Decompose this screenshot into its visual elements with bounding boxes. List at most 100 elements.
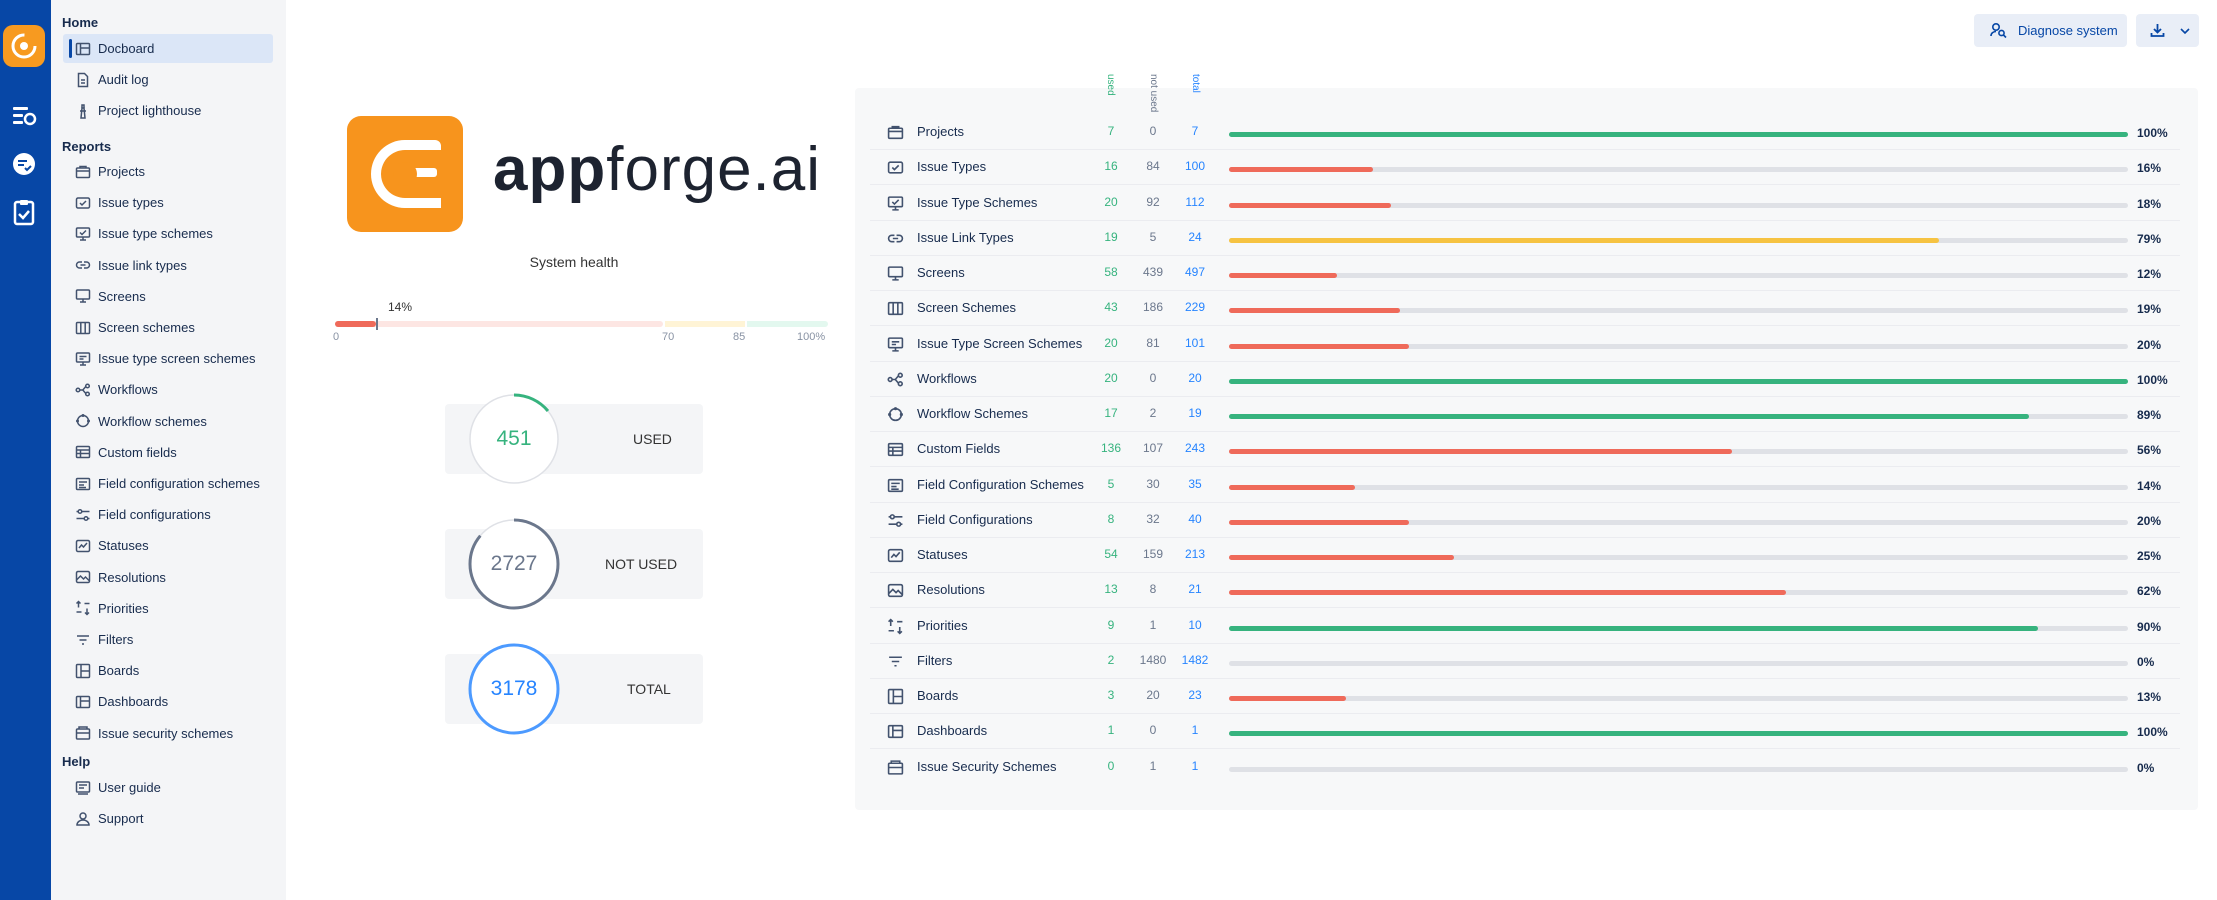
sidebar-item-statuses[interactable]: Statuses <box>63 531 273 560</box>
row-not-used-count: 1 <box>1149 617 1157 632</box>
sidebar-heading-home: Home <box>62 15 99 30</box>
sidebar-item-docboard[interactable]: Docboard <box>63 34 273 63</box>
sidebar-item-user-guide[interactable]: User guide <box>63 773 273 802</box>
row-progress-fill <box>1229 519 1409 525</box>
row-progress-fill <box>1229 696 1346 701</box>
checklist-icon[interactable] <box>10 150 38 178</box>
table-row: Field Configurations 8 32 40 20% <box>870 503 2180 538</box>
row-progress-track <box>1229 660 2128 666</box>
row-not-used-count: 84 <box>1146 159 1160 174</box>
col-header-not-used: not used <box>1148 74 1159 113</box>
health-fill <box>335 321 377 327</box>
sidebar-item-label: Resolutions <box>98 569 166 585</box>
col-header-used: used <box>1105 74 1116 96</box>
row-not-used-count: 30 <box>1146 476 1160 491</box>
sidebar-item-issue-link-types[interactable]: Issue link types <box>63 251 273 280</box>
sidebar-item-issue-security-schemes[interactable]: Issue security schemes <box>63 719 273 748</box>
sliders-icon <box>76 508 90 521</box>
sidebar-item-boards[interactable]: Boards <box>63 656 273 685</box>
table-row: Custom Fields 136 107 243 56% <box>870 432 2180 468</box>
document-icon <box>77 72 89 87</box>
table-row: Screen Schemes 43 186 229 19% <box>870 291 2180 327</box>
sidebar-item-issue-types[interactable]: Issue types <box>63 188 273 217</box>
sidebar-item-field-configurations[interactable]: Field configurations <box>63 500 273 529</box>
sidebar-item-screens[interactable]: Screens <box>63 282 273 311</box>
table-row: Priorities 9 1 10 90% <box>870 609 2180 644</box>
issue-type-icon <box>75 196 91 209</box>
row-used-count: 43 <box>1104 300 1118 315</box>
table-row: Boards 3 20 23 13% <box>870 679 2180 714</box>
health-marker <box>376 318 379 330</box>
priority-icon <box>75 600 90 616</box>
table-row: Statuses 54 159 213 25% <box>870 538 2180 573</box>
row-percent: 19% <box>2137 302 2162 317</box>
row-percent: 20% <box>2137 337 2162 352</box>
clipboard-check-icon[interactable] <box>10 198 38 226</box>
row-percent: 25% <box>2137 549 2162 563</box>
row-progress-fill <box>1229 202 1391 208</box>
sidebar-item-label: Screen schemes <box>98 320 195 335</box>
sidebar-item-label: Screens <box>98 288 146 304</box>
app-logo-icon[interactable] <box>3 25 45 67</box>
sidebar-item-issue-type-schemes[interactable]: Issue type schemes <box>63 219 273 248</box>
stat-card-used: 451 USED <box>445 393 703 485</box>
sidebar-item-filters[interactable]: Filters <box>63 625 273 654</box>
row-not-used-count: 32 <box>1146 511 1160 526</box>
stat-ring <box>468 643 560 735</box>
row-progress-track <box>1229 167 2128 173</box>
sidebar-item-audit-log[interactable]: Audit log <box>63 65 273 94</box>
brand-wordmark: appforge.ai <box>493 134 821 205</box>
row-progress-fill <box>1229 731 2128 737</box>
row-total-count: 19 <box>1188 406 1202 420</box>
row-total-count: 101 <box>1184 335 1206 350</box>
sidebar-item-label: Project lighthouse <box>98 103 202 119</box>
sidebar-item-project-lighthouse[interactable]: Project lighthouse <box>63 96 273 125</box>
row-total-count: 21 <box>1188 582 1202 597</box>
download-dropdown-button[interactable] <box>2136 14 2199 47</box>
row-total-count: 7 <box>1191 124 1199 138</box>
sidebar-item-screen-schemes[interactable]: Screen schemes <box>63 313 273 342</box>
sidebar-item-priorities[interactable]: Priorities <box>63 594 273 623</box>
row-total-count: 23 <box>1188 688 1202 702</box>
sidebar-item-workflows[interactable]: Workflows <box>63 375 273 404</box>
row-progress-fill <box>1229 449 1733 455</box>
row-percent: 100% <box>2137 126 2168 140</box>
row-total-count: 1 <box>1191 758 1199 773</box>
sidebar-item-label: Custom fields <box>98 444 177 460</box>
sidebar-item-issue-type-screen-schemes[interactable]: Issue type screen schemes <box>63 344 273 373</box>
row-used-count: 8 <box>1107 511 1115 526</box>
row-progress-track <box>1229 484 2128 490</box>
field-config-scheme-icon <box>887 478 904 492</box>
table-row: Workflows 20 0 20 100% <box>870 362 2180 397</box>
sidebar-item-field-configuration-schemes[interactable]: Field configuration schemes <box>63 469 273 498</box>
row-progress-fill <box>1229 414 2030 419</box>
usage-table-panel <box>855 88 2198 810</box>
row-name: Workflow Schemes <box>917 406 1029 421</box>
row-progress-track <box>1229 590 2128 596</box>
settings-list-icon[interactable] <box>10 102 38 130</box>
sidebar-item-dashboards[interactable]: Dashboards <box>63 687 273 716</box>
workflow-scheme-icon <box>76 414 90 428</box>
stat-ring-progress <box>468 518 560 610</box>
stat-label: USED <box>633 431 672 447</box>
stat-value: 2727 <box>490 552 538 575</box>
diagnose-system-button[interactable]: Diagnose system <box>1974 14 2127 47</box>
sidebar-item-projects[interactable]: Projects <box>63 157 273 186</box>
row-progress-track <box>1229 202 2128 208</box>
row-total-count: 35 <box>1188 476 1202 491</box>
row-progress-fill <box>1229 308 1400 314</box>
sidebar-item-label: Issue types <box>98 195 164 211</box>
folder-icon <box>75 165 91 178</box>
row-percent: 12% <box>2137 267 2162 281</box>
sidebar-item-custom-fields[interactable]: Custom fields <box>63 438 273 467</box>
row-total-count: 1482 <box>1181 652 1209 667</box>
table-row: Screens 58 439 497 12% <box>870 256 2180 291</box>
sidebar-item-resolutions[interactable]: Resolutions <box>63 563 273 592</box>
sidebar-item-support[interactable]: Support <box>63 804 273 833</box>
row-progress-fill <box>1229 132 2128 137</box>
row-progress-track <box>1229 449 2128 455</box>
columns-icon <box>75 321 91 334</box>
row-progress-fill <box>1229 484 1355 490</box>
sidebar-item-workflow-schemes[interactable]: Workflow schemes <box>63 407 273 436</box>
stat-card-not-used: 2727 NOT USED <box>445 518 703 610</box>
